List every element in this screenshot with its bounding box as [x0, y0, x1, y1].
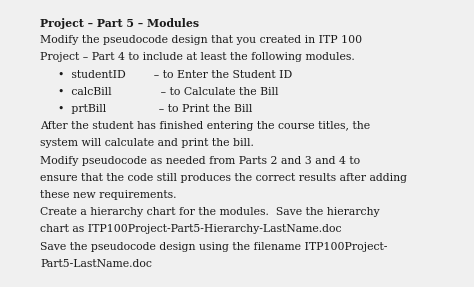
Text: Modify pseudocode as needed from Parts 2 and 3 and 4 to: Modify pseudocode as needed from Parts 2…: [40, 156, 360, 166]
Text: Modify the pseudocode design that you created in ITP 100: Modify the pseudocode design that you cr…: [40, 35, 362, 45]
Text: •  studentID        – to Enter the Student ID: • studentID – to Enter the Student ID: [58, 70, 292, 79]
Text: ensure that the code still produces the correct results after adding: ensure that the code still produces the …: [40, 173, 407, 183]
Text: chart as ITP100Project-Part5-Hierarchy-LastName.doc: chart as ITP100Project-Part5-Hierarchy-L…: [40, 224, 341, 234]
Text: •  calcBill              – to Calculate the Bill: • calcBill – to Calculate the Bill: [58, 87, 279, 97]
Text: Save the pseudocode design using the filename ITP100Project-: Save the pseudocode design using the fil…: [40, 242, 387, 252]
Text: system will calculate and print the bill.: system will calculate and print the bill…: [40, 138, 254, 148]
Text: Project – Part 5 – Modules: Project – Part 5 – Modules: [40, 18, 199, 29]
Text: Create a hierarchy chart for the modules.  Save the hierarchy: Create a hierarchy chart for the modules…: [40, 207, 380, 217]
Text: Part5-LastName.doc: Part5-LastName.doc: [40, 259, 152, 269]
Text: •  prtBill               – to Print the Bill: • prtBill – to Print the Bill: [58, 104, 252, 114]
Text: these new requirements.: these new requirements.: [40, 190, 176, 200]
Text: Project – Part 4 to include at least the following modules.: Project – Part 4 to include at least the…: [40, 53, 355, 62]
Text: After the student has finished entering the course titles, the: After the student has finished entering …: [40, 121, 370, 131]
